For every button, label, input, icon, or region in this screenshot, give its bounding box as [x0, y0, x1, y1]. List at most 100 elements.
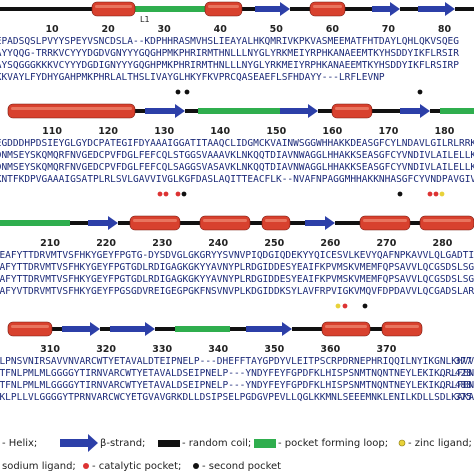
helix-shine: [133, 219, 177, 222]
loop: [440, 108, 474, 114]
ruler-number: 320: [96, 344, 116, 355]
ruler-number: 310: [40, 344, 60, 355]
helix: [199, 215, 251, 231]
site-dot: [417, 89, 423, 95]
coil: [345, 7, 372, 11]
strand: [255, 2, 290, 16]
ruler-number: 230: [152, 238, 172, 249]
coil: [290, 221, 305, 225]
strand: [418, 2, 455, 16]
sequence: SKNTFKDPVGAAAIGSATPLRLSVLGAVVIVGLKGFDASL…: [0, 174, 474, 185]
site-dot: [175, 191, 181, 197]
site-dot: [427, 191, 433, 197]
helix: [419, 215, 474, 231]
ruler-number: 330: [152, 344, 172, 355]
ruler-number: 270: [376, 238, 396, 249]
sequence: MAYYQQG-TRRKVCYYYDGDVGNYYYGQGHPMKPHRIRMT…: [0, 48, 459, 59]
helix: [321, 321, 371, 337]
coil: [335, 221, 360, 225]
sequence: PDNMSEYSKQMQRFNVGEDCPVFDGLFEFCQLSAGGSVAS…: [0, 162, 474, 173]
ruler-number: 110: [42, 126, 62, 137]
sequence: KWLPNSVNIRSAVVNVARCWTYETAVALDTEIPNELP---…: [0, 356, 474, 367]
sequence: TEGDDDHPDSIEYGLGYDCPATEGIFDYAAAIGGATITAA…: [0, 138, 474, 149]
helix: [309, 1, 346, 17]
legend-second-icon: [193, 463, 199, 469]
ruler-number: 120: [98, 126, 118, 137]
block: L1 10 20 30 40 50 60 70 80EEPADSQSLPVYYSPEYVSNCD…: [0, 1, 474, 95]
coil: [410, 221, 420, 225]
site-dot: [184, 89, 190, 95]
helix-shine: [11, 107, 132, 110]
helix-shine: [208, 5, 239, 8]
site-dot: [439, 191, 445, 197]
helix-shine: [265, 219, 287, 222]
coil: [400, 7, 418, 11]
coil: [370, 327, 382, 331]
coil: [135, 109, 145, 113]
site-dot: [181, 191, 187, 197]
helix: [129, 215, 181, 231]
sequence-end: 375: [455, 392, 472, 403]
strand: [372, 2, 400, 16]
site-dot: [175, 89, 181, 95]
coil: [180, 221, 200, 225]
strand: [305, 216, 335, 230]
ruler-number: 170: [378, 126, 398, 137]
helix: [204, 1, 243, 17]
legend-loop-icon: [254, 439, 276, 448]
helix: [261, 215, 291, 231]
ruler-number: 70: [382, 24, 396, 35]
helix: [359, 215, 411, 231]
loop: [0, 220, 70, 226]
sequence: EEPADSQSLPVYYSPEYVSNCDSLA--KDPHHRASMVHSL…: [0, 36, 459, 47]
legend-zinc: - zinc ligand;: [408, 438, 472, 449]
strand: [88, 216, 118, 230]
legend: - Helix; β-strand; - random coil; - pock…: [2, 434, 472, 472]
legend-strand: β-strand;: [100, 438, 145, 449]
ruler-number: 150: [266, 126, 286, 137]
ruler-number: 30: [158, 24, 172, 35]
coil: [290, 7, 310, 11]
sequence: EEAFYTTDRVMTVSFHKYGEYFPGTGDLRDIGAGKGKYYA…: [0, 274, 474, 285]
block: 310 320 330 340 350 360 370KWLPNSVNIRSAVVNVARC…: [0, 321, 474, 403]
ruler-number: 210: [40, 238, 60, 249]
sequence: PDNMSEYSKQMQRFNVGEDCPVFDGLFEFCQLSTGGSVAA…: [0, 150, 474, 161]
strand: [400, 104, 430, 118]
sequence: MKKVAYLFYDHYGAHPMKPHRLALTHSLIVAYGLHKYFKV…: [0, 72, 385, 83]
sequence: MAYSQGGGKKKVCYYYDGDIGNYYYGQGHPMKPHRIRMTH…: [0, 60, 459, 71]
legend-coil-icon: [158, 440, 180, 447]
loop: [175, 326, 230, 332]
sequence: EEAFYVTDRVMTVSFHKYGEYFPGSGDVREIGEGPGKFNS…: [0, 286, 474, 297]
coil: [230, 327, 246, 331]
ruler-number: 360: [320, 344, 340, 355]
ruler-number: 280: [433, 238, 453, 249]
coil: [70, 221, 88, 225]
site-dot: [342, 303, 348, 309]
legend-catalytic-icon: [83, 463, 89, 469]
coil: [242, 7, 255, 11]
coil: [52, 327, 62, 331]
helix: [331, 103, 373, 119]
coil: [155, 327, 175, 331]
coil: [292, 327, 322, 331]
ruler-number: 160: [322, 126, 342, 137]
helix-shine: [335, 107, 369, 110]
legend-zinc-icon: [398, 439, 406, 447]
site-dot: [157, 191, 163, 197]
sequence: EEAFYTTDRVMTVSFHKYGEYFPGTGDLRDIGAGKGKYYA…: [0, 262, 474, 273]
ruler-number: 350: [264, 344, 284, 355]
coil: [100, 327, 110, 331]
sequence-end: ...488: [438, 380, 473, 391]
ruler-number: 220: [96, 238, 116, 249]
helix-shine: [423, 219, 471, 222]
coil: [250, 221, 262, 225]
coil: [318, 109, 332, 113]
sequence-end: ...428: [438, 368, 473, 379]
legend-helix: - Helix;: [2, 438, 37, 449]
ruler-number: 80: [438, 24, 452, 35]
helix: [7, 321, 53, 337]
helix-shine: [325, 325, 367, 328]
helix: [381, 321, 423, 337]
site-dot: [335, 303, 341, 309]
